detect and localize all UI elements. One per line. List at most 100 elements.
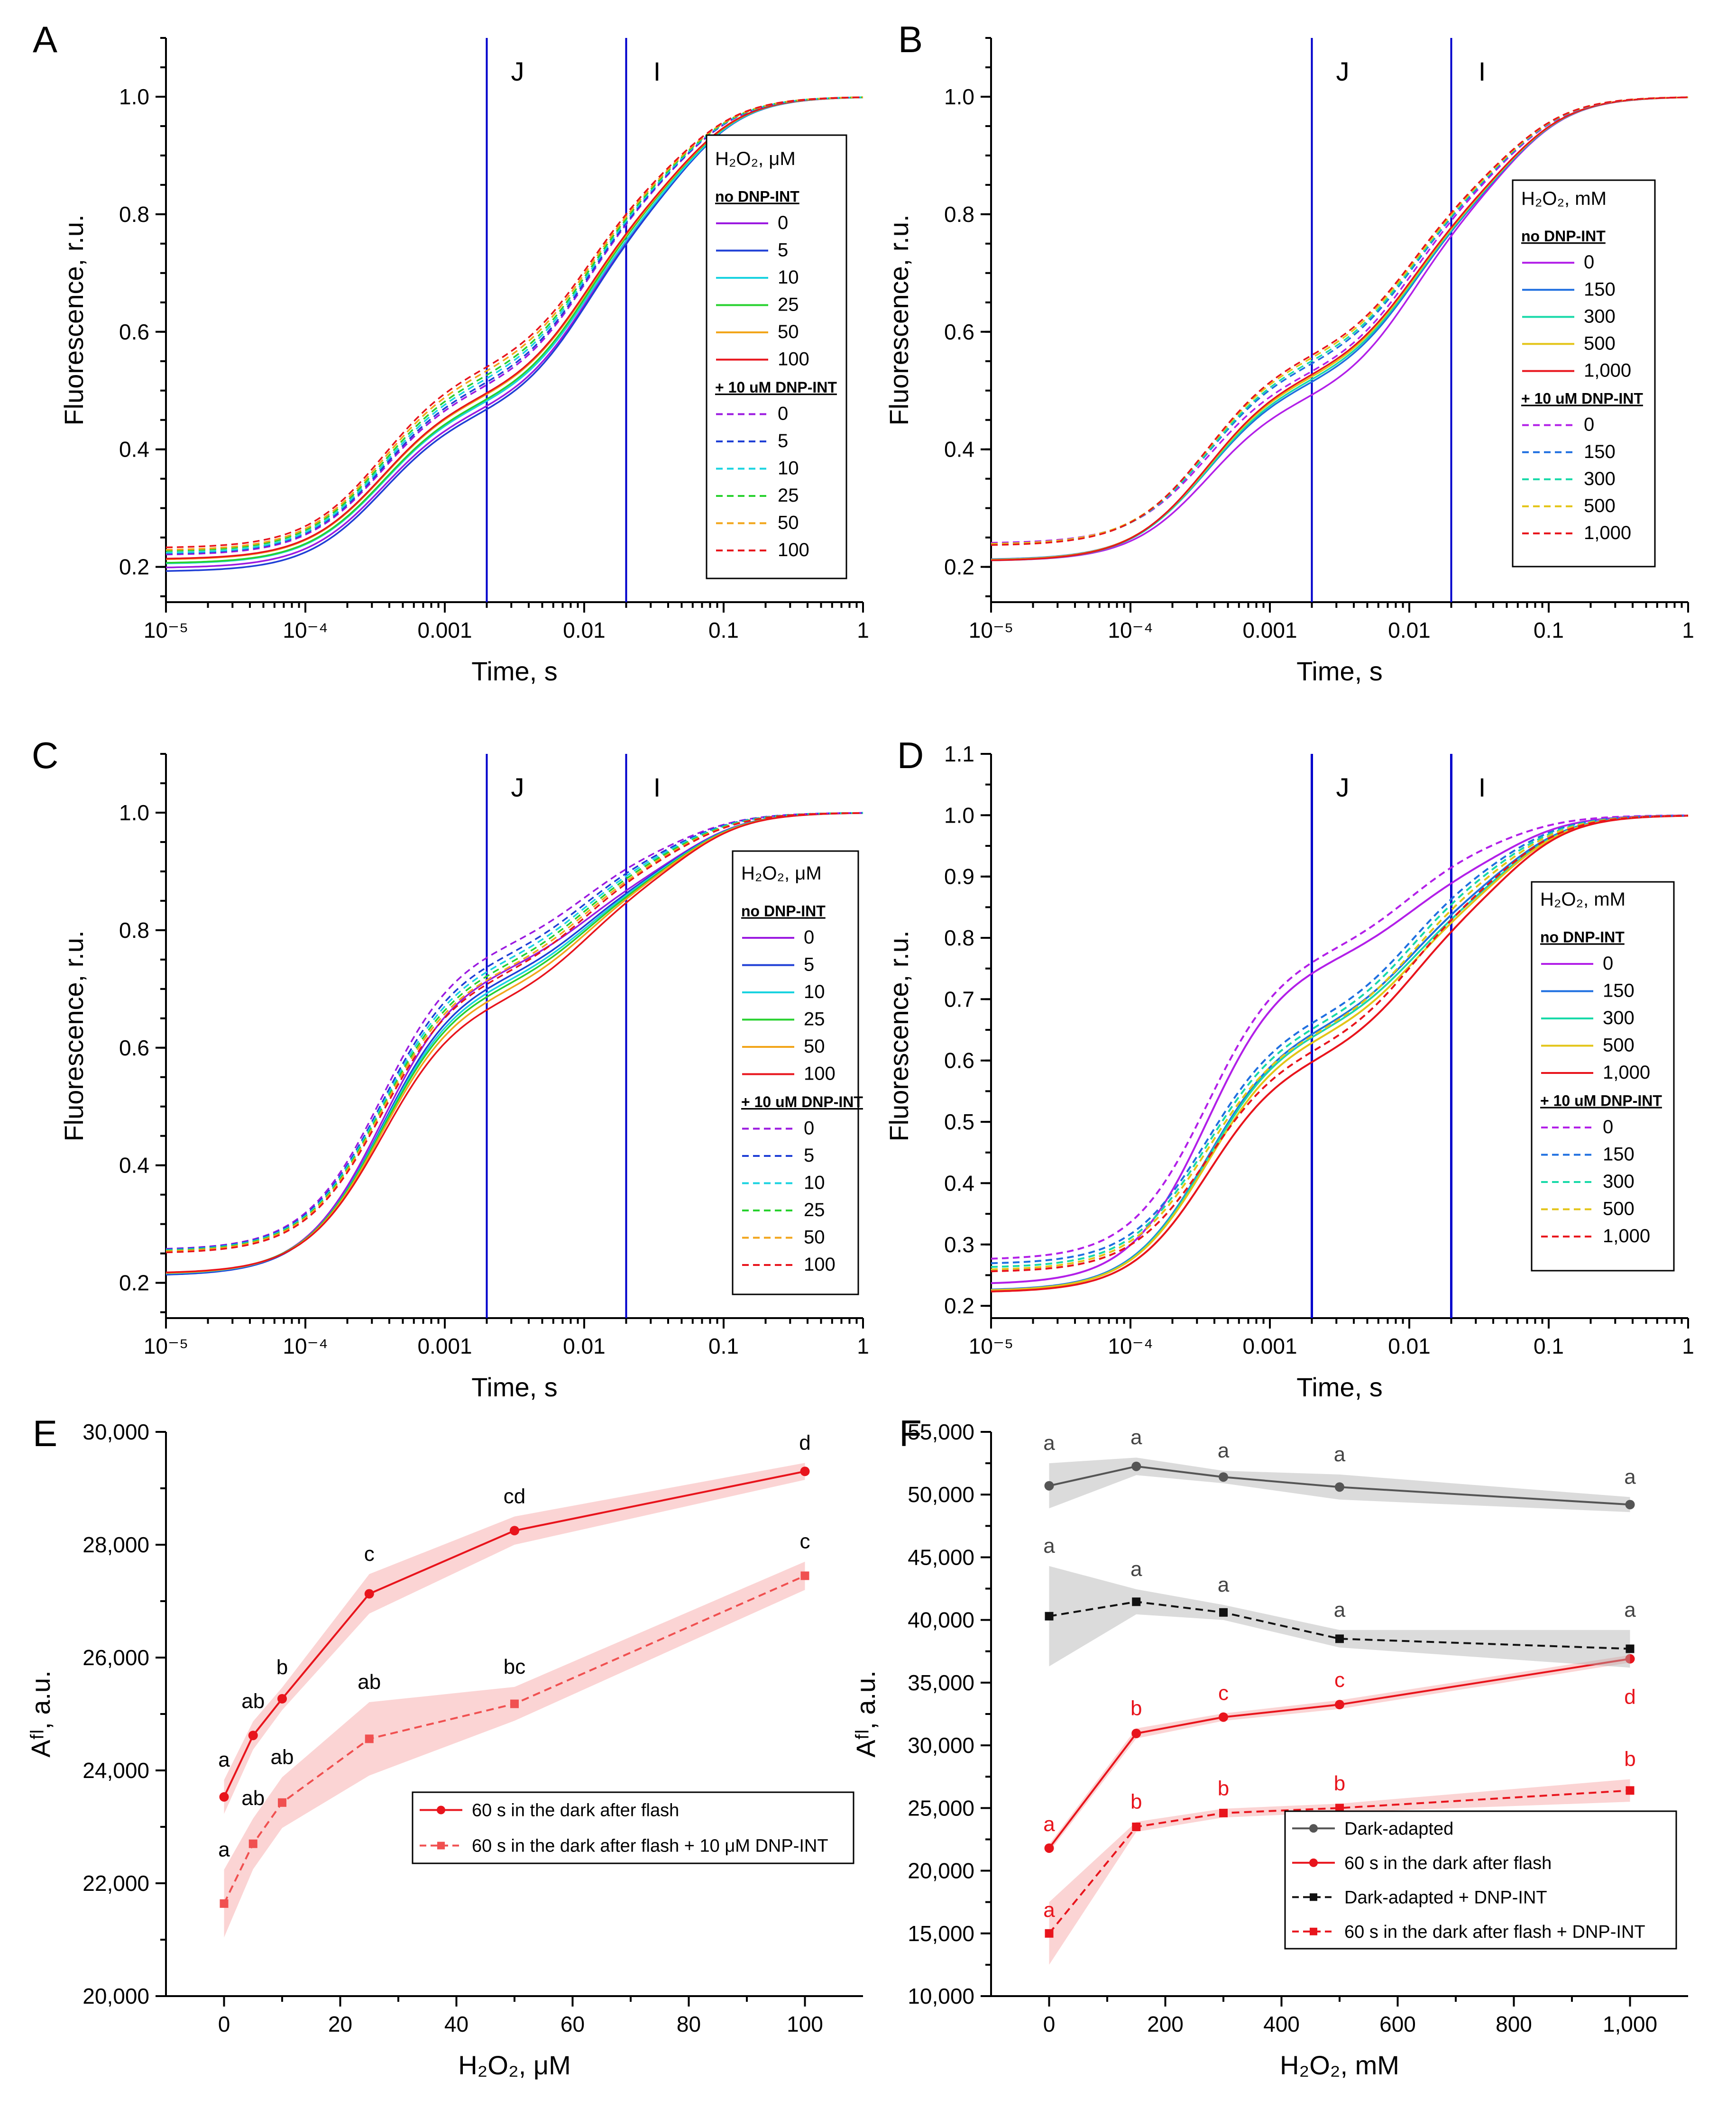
legend-marker bbox=[1310, 1893, 1317, 1901]
y-tick-label: 1.0 bbox=[944, 84, 974, 109]
data-point bbox=[277, 1694, 287, 1704]
data-point bbox=[220, 1899, 229, 1908]
x-tick-label: 100 bbox=[787, 2012, 823, 2036]
x-tick-label: 1 bbox=[857, 1334, 869, 1358]
legend-label: 60 s in the dark after flash bbox=[1344, 1853, 1552, 1873]
y-tick-label: 30,000 bbox=[83, 1420, 149, 1444]
legend-label: 150 bbox=[1603, 1144, 1635, 1165]
legend-group-heading: no DNP-INT bbox=[1521, 228, 1606, 245]
y-tick-label: 0.4 bbox=[944, 437, 974, 462]
legend-label: 0 bbox=[778, 212, 788, 233]
y-axis-title: Fluorescence, r.u. bbox=[884, 930, 914, 1141]
legend-group-heading: no DNP-INT bbox=[1540, 929, 1625, 946]
legend-label: 5 bbox=[778, 240, 788, 261]
data-point bbox=[1131, 1461, 1141, 1471]
significance-label: a bbox=[1334, 1443, 1346, 1466]
significance-label: b bbox=[1130, 1696, 1142, 1720]
data-point bbox=[1625, 1500, 1635, 1510]
legend-label: 25 bbox=[778, 294, 799, 315]
x-tick-label: 400 bbox=[1263, 2012, 1300, 2036]
y-tick-label: 0.2 bbox=[944, 1293, 974, 1318]
x-tick-label: 1,000 bbox=[1603, 2012, 1657, 2036]
legend-label: 300 bbox=[1603, 1171, 1635, 1192]
x-tick-label: 1 bbox=[857, 618, 869, 642]
x-tick-label: 0.001 bbox=[417, 618, 472, 642]
curve-solid-100 bbox=[165, 812, 863, 1274]
x-tick-label: 0.01 bbox=[1388, 618, 1431, 642]
x-tick-label: 10⁻⁴ bbox=[1108, 1334, 1153, 1358]
x-tick-label: 40 bbox=[444, 2012, 468, 2036]
significance-label: a bbox=[1624, 1598, 1636, 1622]
x-tick-label: 10⁻⁵ bbox=[969, 618, 1014, 642]
significance-label: a bbox=[1624, 1466, 1636, 1489]
x-tick-label: 20 bbox=[328, 2012, 352, 2036]
significance-label: ab bbox=[241, 1689, 265, 1713]
x-tick-label: 200 bbox=[1147, 2012, 1184, 2036]
significance-label: c bbox=[1218, 1682, 1229, 1705]
data-point bbox=[1625, 1654, 1635, 1664]
y-tick-label: 50,000 bbox=[908, 1482, 974, 1507]
legend-label: 50 bbox=[778, 321, 799, 342]
curve-dashed-100 bbox=[165, 812, 863, 1254]
phase-label-i: I bbox=[653, 56, 661, 86]
legend: Dark-adapted 60 s in the dark after flash… bbox=[1284, 1810, 1677, 1950]
y-tick-label: 35,000 bbox=[908, 1670, 974, 1695]
legend-group-heading: + 10 uM DNP-INT bbox=[1540, 1092, 1662, 1109]
legend-label: 500 bbox=[1603, 1199, 1635, 1219]
y-axis-title: Fluorescence, r.u. bbox=[884, 214, 914, 425]
phase-label-i: I bbox=[1479, 772, 1486, 802]
significance-label: b bbox=[1624, 1748, 1635, 1771]
y-tick-label: 0.6 bbox=[944, 1048, 974, 1073]
legend-frame bbox=[1284, 1810, 1677, 1950]
x-tick-label: 10⁻⁵ bbox=[144, 618, 189, 642]
x-tick-label: 10⁻⁴ bbox=[283, 618, 328, 642]
legend-marker bbox=[437, 1842, 445, 1850]
y-axis-title: Aᶠˡ, a.u. bbox=[26, 1670, 55, 1758]
legend-label: 5 bbox=[804, 1145, 814, 1166]
y-axis-title: Fluorescence, r.u. bbox=[59, 214, 89, 425]
data-point bbox=[1045, 1929, 1054, 1938]
y-tick-label: 20,000 bbox=[908, 1859, 974, 1883]
y-tick-label: 0.8 bbox=[119, 918, 149, 943]
panel-a: A 10⁻⁵ 10⁻⁴ 0.001 0.01 0.1 1 Time, s 0.2 0.4 0.6 0.… bbox=[33, 18, 869, 686]
data-point bbox=[1045, 1612, 1054, 1621]
legend-marker bbox=[437, 1806, 445, 1815]
data-point bbox=[248, 1839, 257, 1848]
legend-label: 0 bbox=[1584, 252, 1594, 273]
curve-solid-1000 bbox=[991, 96, 1689, 561]
significance-label: b bbox=[1218, 1777, 1229, 1800]
x-axis-title: Time, s bbox=[471, 1372, 557, 1402]
phase-label-i: I bbox=[653, 772, 661, 802]
data-point bbox=[1626, 1644, 1635, 1653]
y-tick-label: 0.6 bbox=[119, 1036, 149, 1060]
curve-dashed-500 bbox=[991, 815, 1689, 1271]
legend-frame bbox=[706, 134, 847, 579]
error-band bbox=[1049, 1566, 1630, 1668]
y-tick-label: 0.5 bbox=[944, 1109, 974, 1134]
y-tick-label: 0.8 bbox=[944, 926, 974, 950]
phase-label-j: J bbox=[1336, 56, 1350, 86]
x-tick-label: 10⁻⁴ bbox=[283, 1334, 328, 1358]
data-point bbox=[510, 1526, 519, 1536]
y-tick-label: 0.4 bbox=[119, 437, 149, 462]
legend-label: 0 bbox=[804, 1118, 814, 1139]
panel-b: B 10⁻⁵ 10⁻⁴ 0.001 0.01 0.1 1 Time, s 0.2 0.4 0.6 0.… bbox=[884, 18, 1694, 686]
curve-dashed-0 bbox=[991, 814, 1688, 1260]
data-point bbox=[1219, 1608, 1228, 1617]
significance-label: d bbox=[1624, 1686, 1635, 1709]
legend: H₂O₂, mM no DNP-INT 0 150 300 500 1,000 + 10 uM… bbox=[1512, 179, 1656, 568]
curve-solid-0 bbox=[991, 815, 1689, 1284]
panel-label-c: C bbox=[32, 734, 58, 776]
x-tick-label: 0.1 bbox=[708, 1334, 739, 1358]
legend-label: 60 s in the dark after flash + DNP-INT bbox=[1344, 1922, 1645, 1942]
legend-label: Dark-adapted bbox=[1344, 1819, 1453, 1839]
panel-label-b: B bbox=[898, 18, 923, 60]
significance-label: c bbox=[800, 1530, 810, 1553]
y-tick-label: 0.8 bbox=[119, 202, 149, 227]
y-tick-label: 0.2 bbox=[944, 555, 974, 579]
x-tick-label: 10⁻⁵ bbox=[144, 1334, 189, 1358]
legend-marker bbox=[1309, 1824, 1318, 1833]
legend: 60 s in the dark after flash 60 s in the … bbox=[412, 1791, 854, 1864]
legend-label: 150 bbox=[1603, 981, 1635, 1001]
significance-label: bc bbox=[504, 1655, 525, 1678]
